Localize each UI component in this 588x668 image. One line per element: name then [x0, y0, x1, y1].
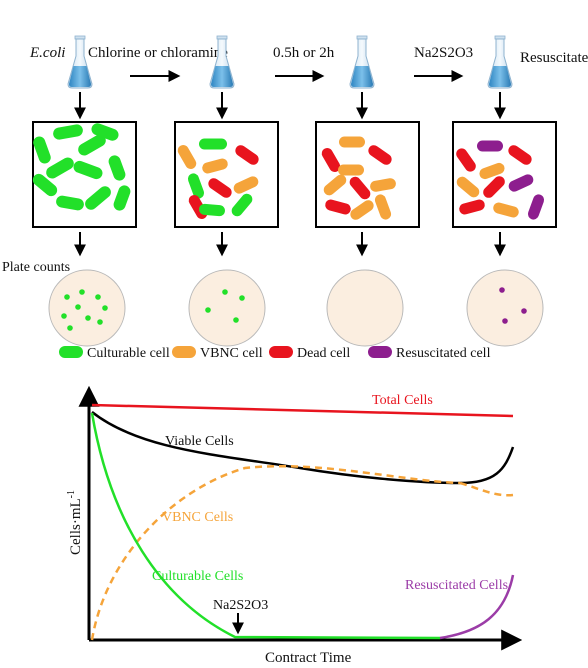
- colony-dot: [75, 304, 81, 310]
- dead-cell: [368, 145, 392, 165]
- total-cells-line: [91, 403, 514, 418]
- vbnc-cell: [350, 200, 374, 220]
- vbnc-cell: [233, 176, 259, 194]
- dead-cell: [349, 176, 371, 200]
- vbnc-cell: [323, 174, 347, 196]
- culturable-cell: [187, 173, 205, 199]
- vbnc-cell: [370, 178, 396, 192]
- legend-swatch-resuscitated: [368, 346, 392, 358]
- culturable-cell: [33, 136, 51, 164]
- flask-icon-3: [349, 35, 375, 89]
- y-axis-label: Cells·mL-1: [66, 490, 84, 555]
- colony-dot: [67, 325, 73, 331]
- culturable-cell: [53, 124, 83, 140]
- agar-plate-4: [466, 269, 544, 347]
- culturable-cells-label: Culturable Cells: [152, 569, 243, 584]
- colony-dot: [502, 318, 508, 324]
- culturable-cell: [199, 138, 227, 150]
- time-label: 0.5h or 2h: [273, 45, 335, 61]
- vbnc-cell: [456, 176, 480, 198]
- cell-curves-chart: Cells·mL-1 Contract Time Total Cells Via…: [66, 385, 523, 666]
- resuscitated-cells-label: Resuscitated Cells: [405, 578, 508, 593]
- flask-icon-4: [487, 35, 513, 89]
- neutralizer-marker-label: Na2S2O3: [213, 598, 268, 613]
- dead-cell: [325, 199, 351, 215]
- plate-counts-label: Plate counts: [2, 260, 70, 275]
- culturable-cell: [231, 193, 253, 217]
- vbnc-cell: [479, 162, 505, 180]
- culturable-cell: [73, 160, 103, 180]
- colony-dot: [499, 287, 505, 293]
- flask-icon-1: [67, 35, 93, 89]
- vbnc-cell: [338, 164, 364, 176]
- vbnc-cells-line: [90, 464, 461, 641]
- vbnc-cells-label: VBNC Cells: [162, 510, 233, 525]
- dead-cell: [459, 199, 485, 215]
- dead-cell: [508, 145, 532, 165]
- flask-icon-2: [209, 35, 235, 89]
- dead-cell: [235, 145, 259, 165]
- colony-dot: [222, 289, 228, 295]
- viable-cells-line: [91, 411, 461, 485]
- colony-dot: [85, 315, 91, 321]
- culturable-cell: [85, 186, 111, 210]
- resuscitated-cell: [508, 174, 534, 192]
- vbnc-cells-decline: [459, 481, 514, 497]
- legend-label-vbnc: VBNC cell: [200, 346, 263, 361]
- colony-dot: [95, 294, 101, 300]
- legend-swatch-dead: [269, 346, 293, 358]
- culturable-cell: [108, 155, 126, 181]
- colony-dot: [79, 289, 85, 295]
- culturable-cells-line: [90, 412, 441, 640]
- dead-cell: [321, 148, 341, 172]
- colony-dot: [205, 307, 211, 313]
- vbnc-cell: [374, 194, 392, 220]
- vbnc-cell: [339, 136, 365, 148]
- agar-plate-1: [48, 269, 126, 347]
- resuscitated-cell: [477, 140, 503, 152]
- culturable-cell: [91, 123, 119, 141]
- legend-label-resuscitated: Resuscitated cell: [396, 346, 491, 361]
- cell-boxes: [32, 121, 557, 228]
- agar-plate-3: [326, 269, 404, 347]
- viable-cells-rise: [459, 446, 515, 485]
- agar-plates: [48, 269, 544, 347]
- agar-plate-2: [188, 269, 266, 347]
- dead-cell: [456, 148, 476, 172]
- colony-dot: [521, 308, 527, 314]
- ecoli-label: E.coli: [29, 45, 65, 61]
- colony-dot: [64, 294, 70, 300]
- culturable-cell: [56, 195, 84, 211]
- resuscitated-label: Resuscitated: [520, 50, 588, 66]
- neutralizer-label: Na2S2O3: [414, 45, 473, 61]
- legend-swatch-vbnc: [172, 346, 196, 358]
- culturable-cell: [46, 157, 74, 179]
- culturable-cell: [199, 203, 225, 217]
- vbnc-cell: [493, 202, 519, 218]
- legend-label-dead: Dead cell: [297, 346, 350, 361]
- colony-dot: [97, 319, 103, 325]
- legend-label-culturable: Culturable cell: [87, 346, 170, 361]
- culturable-cell: [113, 185, 131, 211]
- total-cells-label: Total Cells: [372, 393, 433, 408]
- resuscitated-cell: [527, 194, 545, 220]
- viable-cells-label: Viable Cells: [165, 434, 234, 449]
- legend: Culturable cell VBNC cell Dead cell Resu…: [59, 346, 491, 361]
- legend-swatch-culturable: [59, 346, 83, 358]
- colony-dot: [102, 305, 108, 311]
- culturable-cell: [32, 173, 58, 197]
- colony-dot: [233, 317, 239, 323]
- resuscitated-cells-line: [439, 574, 515, 640]
- culturable-cell: [78, 134, 106, 156]
- colony-dot: [239, 295, 245, 301]
- colony-dot: [61, 313, 67, 319]
- dead-cell: [483, 176, 505, 198]
- vbnc-cell: [177, 145, 197, 169]
- treatment-label: Chlorine or chloramine: [88, 45, 228, 61]
- dead-cell: [208, 178, 232, 198]
- vbnc-cell: [202, 158, 228, 174]
- x-axis-label: Contract Time: [265, 650, 352, 666]
